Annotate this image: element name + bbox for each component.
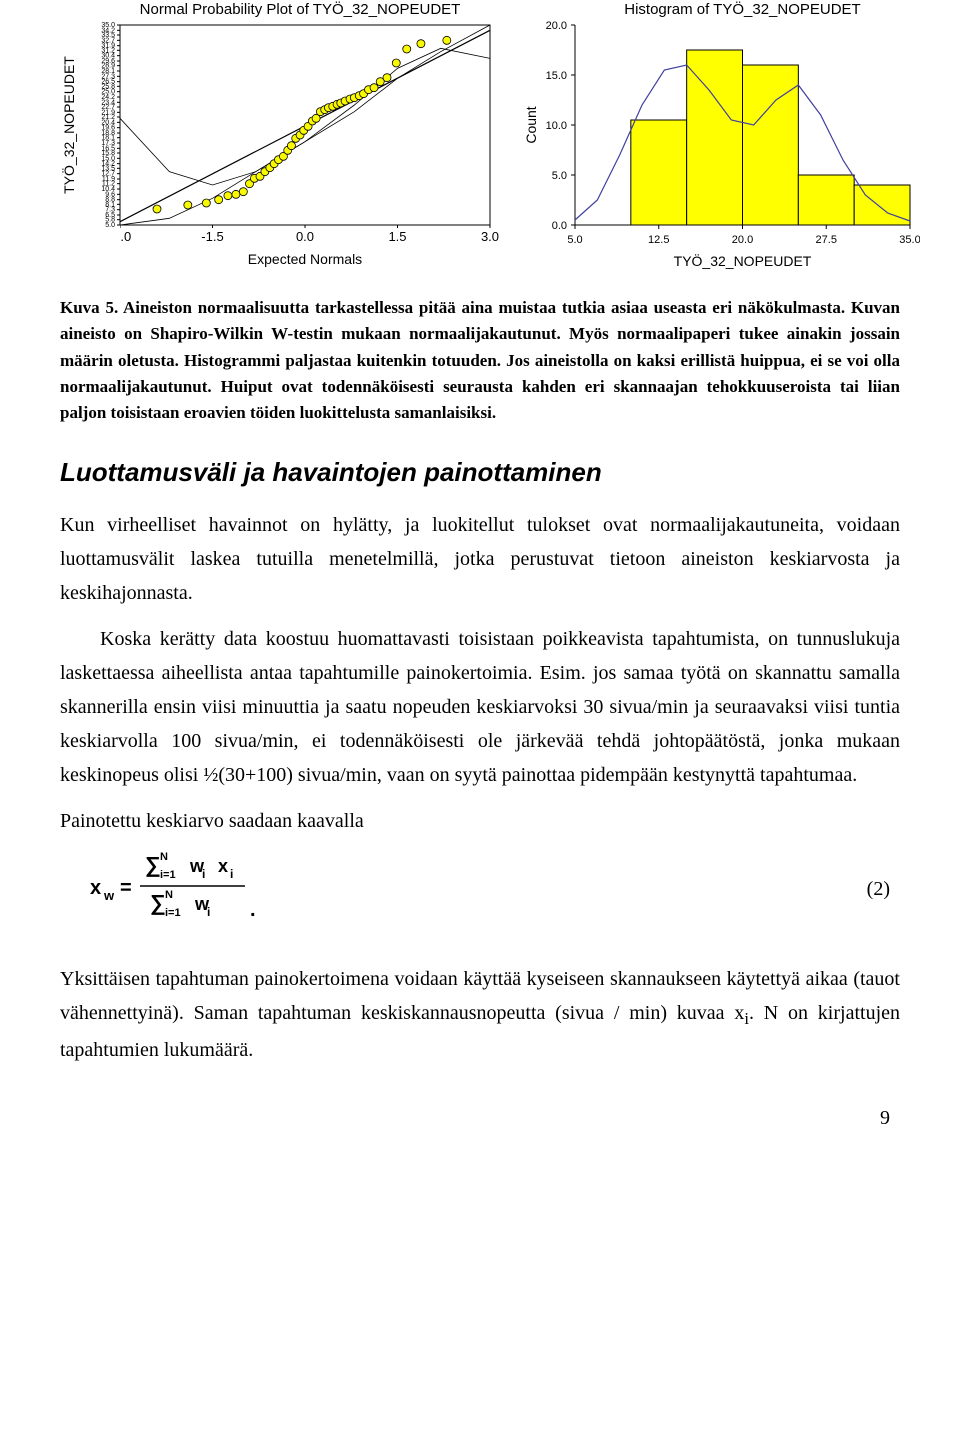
svg-text:∑: ∑ [145,852,161,877]
svg-text:27.5: 27.5 [816,234,837,246]
equation-number: (2) [867,878,900,901]
svg-text:5.0: 5.0 [552,170,567,182]
svg-text:i: i [207,905,210,919]
svg-text:i=1: i=1 [165,907,181,919]
paragraph-2: Koska kerätty data koostuu huomattavasti… [60,622,900,792]
histogram-svg: Histogram of TYÖ_32_NOPEUDET0.05.010.015… [520,0,920,270]
svg-text:35.0: 35.0 [899,234,920,246]
svg-text:∑: ∑ [150,890,166,915]
svg-text:1.5: 1.5 [388,229,406,244]
svg-text:-1.5: -1.5 [201,229,223,244]
svg-text:12.5: 12.5 [648,234,669,246]
svg-text:0.0: 0.0 [552,220,567,232]
svg-text:20.0: 20.0 [732,234,753,246]
svg-text:x: x [90,877,101,899]
svg-text:TYÖ_32_NOPEUDET: TYÖ_32_NOPEUDET [674,252,812,269]
formula-row: x w = ∑ N i=1 w i x i ∑ N i=1 w i . [60,848,900,932]
svg-text:20.0: 20.0 [546,20,567,32]
paragraph-3: Painotettu keskiarvo saadaan kaavalla [60,804,900,838]
svg-text:i: i [202,867,205,881]
svg-text:TYÖ_32_NOPEUDET: TYÖ_32_NOPEUDET [60,56,77,194]
svg-text:N: N [165,889,173,901]
svg-text:10.0: 10.0 [546,120,567,132]
caption-lead: Kuva 5. Aineiston normaalisuutta tarkast… [60,298,845,317]
svg-text:i=1: i=1 [160,869,176,881]
svg-text:Count: Count [523,106,539,143]
figure-caption: Kuva 5. Aineiston normaalisuutta tarkast… [60,295,900,427]
paragraph-1: Kun virheelliset havainnot on hylätty, j… [60,508,900,610]
page-number: 9 [60,1107,900,1130]
svg-text:.: . [250,899,256,921]
svg-text:5.0: 5.0 [105,222,115,229]
svg-text:i: i [230,867,233,881]
svg-text:w: w [103,888,115,903]
svg-text:15.0: 15.0 [546,70,567,82]
qq-plot: Normal Probability Plot of TYÖ_32_NOPEUD… [60,0,500,275]
svg-text:Histogram of TYÖ_32_NOPEUDET: Histogram of TYÖ_32_NOPEUDET [624,0,860,18]
svg-text:x: x [218,856,228,876]
histogram: Histogram of TYÖ_32_NOPEUDET0.05.010.015… [520,0,920,275]
svg-text:Normal Probability Plot of TYÖ: Normal Probability Plot of TYÖ_32_NOPEUD… [140,0,461,18]
svg-text:Expected Normals: Expected Normals [248,251,362,267]
svg-text:=: = [120,877,132,899]
qq-plot-svg: Normal Probability Plot of TYÖ_32_NOPEUD… [60,0,500,270]
weighted-mean-formula: x w = ∑ N i=1 w i x i ∑ N i=1 w i . [60,848,310,932]
paragraph-4: Yksittäisen tapahtuman painokertoimena v… [60,962,900,1067]
svg-text:3.0: 3.0 [481,229,499,244]
section-heading: Luottamusväli ja havaintojen painottamin… [60,457,900,488]
svg-text:5.0: 5.0 [567,234,582,246]
svg-text:N: N [160,851,168,863]
svg-text:0.0: 0.0 [296,229,314,244]
